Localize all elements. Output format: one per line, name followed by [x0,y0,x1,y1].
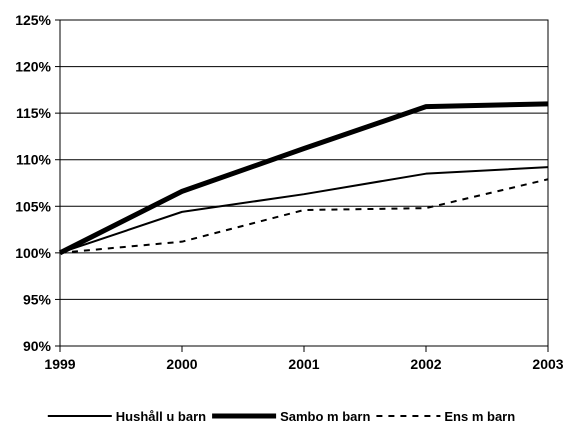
gridlines [60,19,548,347]
y-tick-label-1: 95% [23,291,52,307]
y-tick-label-0: 90% [23,338,52,354]
y-tick-label-7: 125% [15,12,51,28]
x-tick-label-1: 2000 [166,356,197,372]
x-tick-label-2: 2001 [288,356,319,372]
series-lines [58,101,549,256]
y-tick-label-4: 110% [16,152,52,168]
series-line-2 [59,178,549,254]
legend-label-2: Ens m barn [444,409,515,424]
x-tick-label-3: 2002 [410,356,441,372]
x-axis-ticks: 1999 2000 2001 2002 2003 [44,346,563,372]
series-line-0 [59,166,549,254]
x-tick-label-0: 1999 [44,356,75,372]
x-tick-label-4: 2003 [532,356,563,372]
plot-area-border [59,19,549,347]
y-tick-label-5: 115% [16,105,52,121]
y-tick-label-3: 105% [15,198,51,214]
y-tick-label-6: 120% [15,59,51,75]
y-tick-label-2: 100% [15,245,51,261]
legend-label-0: Hushåll u barn [116,409,206,424]
y-axis-ticks: 90% 95% 100% 105% 110% 115% 120% 125% [15,12,60,354]
legend-label-1: Sambo m barn [280,409,370,424]
series-line-1 [58,101,549,256]
legend: Hushåll u barn Sambo m barn Ens m barn [47,409,515,424]
